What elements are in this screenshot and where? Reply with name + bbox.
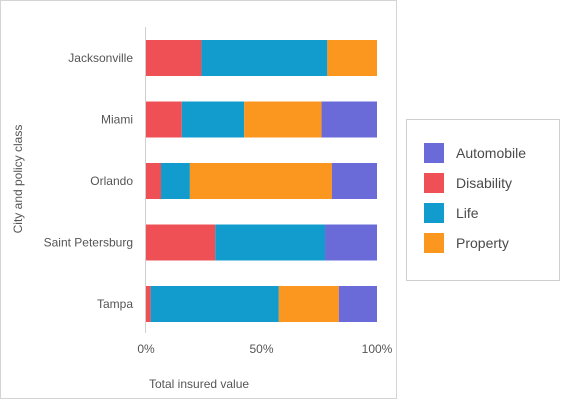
category-labels: Jacksonville Miami Orlando Saint Petersburg… <box>44 51 134 311</box>
category-label-tampa: Tampa <box>97 297 133 311</box>
bar-orlando-property[interactable] <box>189 163 332 199</box>
bar-saint-petersburg-life[interactable] <box>215 224 326 261</box>
category-label-orlando: Orlando <box>90 174 133 188</box>
x-tick-label: 50% <box>249 342 273 356</box>
bar-orlando-automobile[interactable] <box>331 163 377 199</box>
bar-saint-petersburg-automobile[interactable] <box>325 224 377 261</box>
bar-miami-automobile[interactable] <box>321 101 377 138</box>
y-axis-title: City and policy class <box>11 125 25 234</box>
legend-label: Life <box>456 205 479 221</box>
legend-swatch <box>424 173 444 193</box>
bar-tampa-life[interactable] <box>150 286 279 322</box>
x-axis-title: Total insured value <box>149 377 249 391</box>
x-tick-label: 100% <box>362 342 393 356</box>
stacked-bar-chart: City and policy class Total insured valu… <box>11 27 393 391</box>
chart-card: City and policy class Total insured valu… <box>0 0 397 399</box>
bar-miami-disability[interactable] <box>146 101 182 138</box>
x-tick-label: 0% <box>137 342 155 356</box>
legend-item-disability[interactable]: Disability <box>424 173 512 193</box>
bar-orlando-life[interactable] <box>161 163 190 199</box>
legend-swatch <box>424 143 444 163</box>
legend-swatch <box>424 203 444 223</box>
bar-miami-property[interactable] <box>244 101 322 138</box>
legend-label: Disability <box>456 175 513 191</box>
bar-orlando-disability[interactable] <box>146 163 162 199</box>
legend-swatch <box>424 233 444 253</box>
bar-saint-petersburg-disability[interactable] <box>146 224 216 261</box>
bar-tampa-property[interactable] <box>278 286 339 322</box>
x-tick-labels: 0% 50% 100% <box>137 342 392 356</box>
bar-jacksonville-property[interactable] <box>327 40 377 76</box>
bar-jacksonville-life[interactable] <box>201 40 328 76</box>
bar-miami-life[interactable] <box>181 101 245 138</box>
legend: Automobile Disability Life Property <box>406 119 560 281</box>
legend-label: Automobile <box>456 145 527 161</box>
category-label-saint-petersburg: Saint Petersburg <box>44 236 133 250</box>
legend-item-property[interactable]: Property <box>424 233 509 253</box>
bar-jacksonville-disability[interactable] <box>146 40 202 76</box>
category-label-jacksonville: Jacksonville <box>68 51 133 65</box>
bars-layer <box>146 40 377 322</box>
legend-item-life[interactable]: Life <box>424 203 479 223</box>
category-label-miami: Miami <box>101 113 133 127</box>
bar-tampa-disability[interactable] <box>146 286 151 322</box>
legend-item-automobile[interactable]: Automobile <box>424 143 526 163</box>
bar-tampa-automobile[interactable] <box>338 286 377 322</box>
legend-label: Property <box>456 235 509 251</box>
